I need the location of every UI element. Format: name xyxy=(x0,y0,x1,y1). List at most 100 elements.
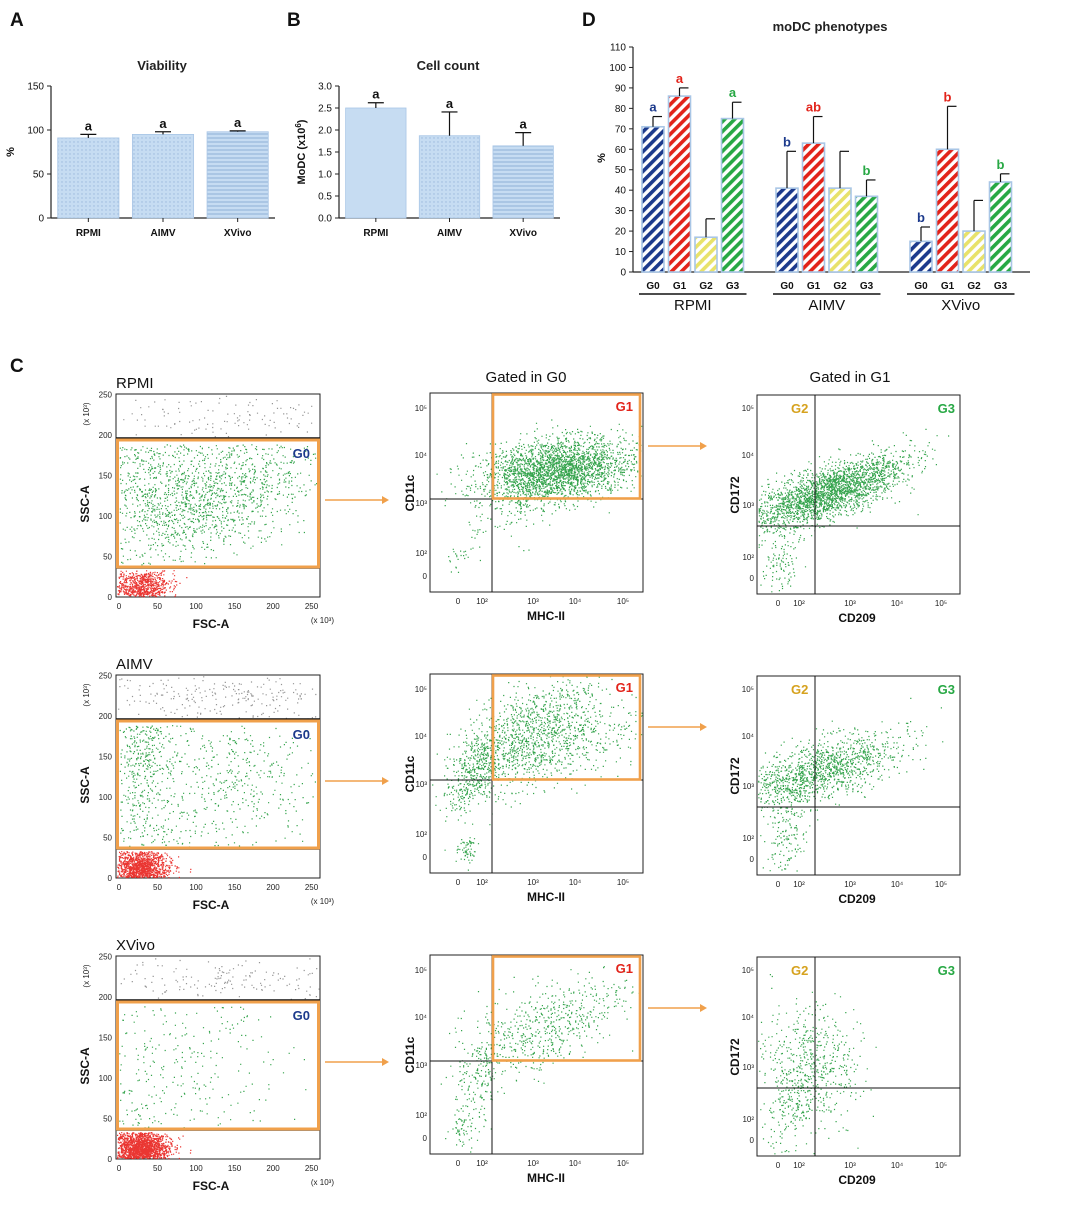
x-tick-label: G3 xyxy=(726,281,740,292)
x-tick-label: 10³ xyxy=(844,1161,856,1170)
x-tick-label: RPMI xyxy=(76,228,101,239)
x-tick-label: 10³ xyxy=(527,1159,539,1168)
y-tick-label: 10² xyxy=(742,834,754,843)
significance-letter: a xyxy=(676,71,684,86)
y-tick-label: 0 xyxy=(108,874,113,883)
cellcount-y-label-main: MoDC (x10 xyxy=(296,128,308,185)
x-tick-label: AIMV xyxy=(437,228,462,239)
gate-g1 xyxy=(491,955,642,1062)
x-tick-label: G2 xyxy=(833,281,847,292)
x-axis-title: CD209 xyxy=(838,892,876,906)
green-events xyxy=(436,419,643,524)
y-tick-label: 0.0 xyxy=(318,214,332,225)
bar xyxy=(775,187,799,273)
y-tick-label: 20 xyxy=(615,227,627,238)
x-tick-label: 100 xyxy=(189,883,203,892)
plot-frame xyxy=(756,394,961,595)
significance-letter: a xyxy=(372,87,380,102)
x-tick-label: 50 xyxy=(153,883,162,892)
x-tick-label: 10³ xyxy=(844,880,856,889)
x-multiplier: (x 10³) xyxy=(311,1178,334,1187)
y-tick-label: 200 xyxy=(99,431,113,440)
y-tick-label: 80 xyxy=(615,104,627,115)
significance-letter: b xyxy=(944,89,952,104)
significance-letter: b xyxy=(997,157,1005,172)
quadrant-g2-label: G2 xyxy=(791,682,808,697)
x-tick-label: 10³ xyxy=(527,597,539,606)
plot-frame xyxy=(429,392,644,593)
gate-g1-label: G1 xyxy=(616,680,633,695)
x-tick-label: 10⁴ xyxy=(569,1159,582,1168)
x-axis-title: MHC-II xyxy=(527,1171,565,1185)
x-tick-label: 10² xyxy=(793,880,805,889)
significance-letter: a xyxy=(729,85,737,100)
green-events xyxy=(119,444,244,565)
x-tick-label: 10⁵ xyxy=(617,878,629,887)
x-axis-title: MHC-II xyxy=(527,609,565,623)
y-tick-label: 10³ xyxy=(742,1063,754,1072)
y-tick-label: 10 xyxy=(615,247,627,258)
y-tick-label: 10⁵ xyxy=(742,966,754,975)
y-tick-label: 0.5 xyxy=(318,192,332,203)
plot-frame xyxy=(429,954,644,1155)
y-tick-label: 250 xyxy=(99,672,113,681)
plot-frame xyxy=(756,675,961,876)
green-events xyxy=(759,1047,850,1155)
y-tick-label: 10⁵ xyxy=(415,404,427,413)
x-tick-label: 200 xyxy=(266,1164,280,1173)
y-tick-label: 1.5 xyxy=(318,148,332,159)
y-tick-label: 50 xyxy=(33,170,45,181)
x-tick-label: 10³ xyxy=(844,599,856,608)
y-tick-label: 10² xyxy=(415,830,427,839)
y-tick-label: 10³ xyxy=(742,501,754,510)
gate-g0-label: G0 xyxy=(293,446,310,461)
phenotypes-chart: moDC phenotypes % 0 10 20 30 40 50 60 70 80 90 100… xyxy=(596,19,1030,314)
x-axis-title: MHC-II xyxy=(527,890,565,904)
viability-chart: Viability % 0 50 100 150 a RPMI a AIMV a XVivo xyxy=(5,58,275,239)
green-events xyxy=(445,1013,513,1153)
x-axis-title: FSC-A xyxy=(193,1179,230,1193)
x-axis-title: FSC-A xyxy=(193,617,230,631)
x-tick-label: 100 xyxy=(189,1164,203,1173)
cellcount-y-axis-title: MoDC (x106) xyxy=(294,119,308,184)
bar xyxy=(492,145,554,219)
x-tick-label: G0 xyxy=(780,281,794,292)
x-tick-label: 10² xyxy=(793,1161,805,1170)
gate-g0 xyxy=(116,438,320,569)
x-tick-label: G2 xyxy=(699,281,713,292)
green-events xyxy=(120,1006,307,1122)
cellcount-chart: Cell count MoDC (x106) 0.0 0.5 1.0 1.5 2.0 2.… xyxy=(294,58,560,239)
x-multiplier: (x 10³) xyxy=(311,897,334,906)
green-events xyxy=(435,696,520,841)
y-tick-label: 100 xyxy=(27,126,44,137)
green-events xyxy=(121,725,319,848)
x-tick-label: G0 xyxy=(646,281,660,292)
x-tick-label: 250 xyxy=(305,883,319,892)
cd11c-mhcii-plot: G1 0 0 10² 10² 10³ 10³ 10⁴ 10⁴ 10⁵ 10⁵ MHC-II CD11c xyxy=(403,954,707,1185)
y-tick-label: 200 xyxy=(99,712,113,721)
y-tick-label: 110 xyxy=(610,43,626,54)
x-tick-label: 200 xyxy=(266,602,280,611)
x-tick-label: 10⁵ xyxy=(617,597,629,606)
sample-label: XVivo xyxy=(116,937,155,954)
x-tick-label: 250 xyxy=(305,1164,319,1173)
x-tick-label: 10⁵ xyxy=(617,1159,629,1168)
bar xyxy=(909,240,933,273)
green-events xyxy=(119,1048,191,1128)
bar xyxy=(828,187,852,273)
green-events xyxy=(758,428,950,561)
green-events xyxy=(472,685,643,802)
group-label: AIMV xyxy=(808,297,845,314)
x-tick-label: 0 xyxy=(456,878,461,887)
bar xyxy=(801,142,826,273)
y-tick-label: 10⁵ xyxy=(415,966,427,975)
x-tick-label: 250 xyxy=(305,602,319,611)
quadrant-g3-label: G3 xyxy=(938,682,955,697)
cd11c-mhcii-plot: Gated in G0 G1 0 0 10² 10² 10³ 10³ 10⁴ 10⁴ 10⁵ 10⁵ M… xyxy=(403,369,707,623)
green-events xyxy=(119,444,316,566)
flow-arrowhead xyxy=(700,1004,707,1012)
x-tick-label: 10⁵ xyxy=(935,880,947,889)
y-tick-label: 0 xyxy=(38,214,44,225)
y-tick-label: 150 xyxy=(99,753,113,762)
